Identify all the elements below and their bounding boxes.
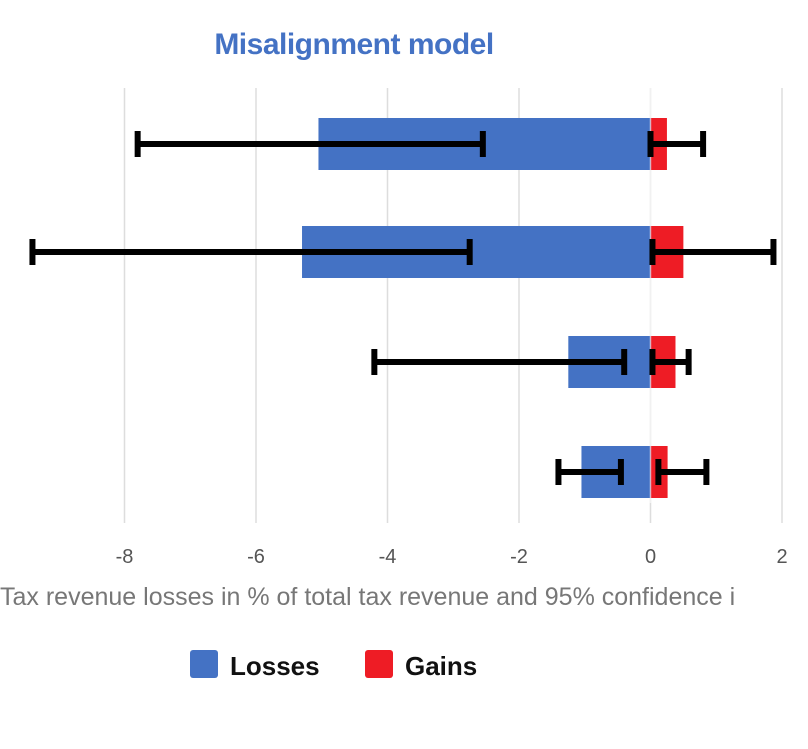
legend-label-losses: Losses	[230, 651, 320, 681]
error-bar-gains	[647, 131, 707, 157]
error-bar-losses	[555, 459, 624, 485]
legend-swatch-losses	[190, 650, 218, 678]
error-bar-losses	[371, 349, 628, 375]
error-bar-gains	[655, 459, 710, 485]
legend-swatch-gains	[365, 650, 393, 678]
error-bar-losses	[134, 131, 486, 157]
x-tick-label: -8	[116, 546, 134, 568]
x-tick-label: -2	[510, 546, 528, 568]
x-tick-label: -4	[379, 546, 397, 568]
error-bar-gains	[649, 349, 692, 375]
error-bar-losses	[29, 239, 473, 265]
error-bar-gains	[649, 239, 777, 265]
legend-item-gains: Gains	[365, 650, 477, 681]
bars	[302, 88, 684, 503]
legend-label-gains: Gains	[405, 651, 477, 681]
x-tick-label: 0	[645, 546, 656, 568]
x-tick-label: 2	[776, 546, 787, 568]
x-tick-labels: 0-8-6-4-202	[116, 546, 788, 568]
legend-item-losses: Losses	[190, 650, 320, 681]
error-bars	[29, 131, 777, 485]
x-axis-title: Tax revenue losses in % of total tax rev…	[0, 583, 735, 611]
legend: Losses Gains	[190, 650, 477, 681]
x-tick-label: -6	[247, 546, 265, 568]
chart-title: Misalignment model	[214, 28, 493, 61]
